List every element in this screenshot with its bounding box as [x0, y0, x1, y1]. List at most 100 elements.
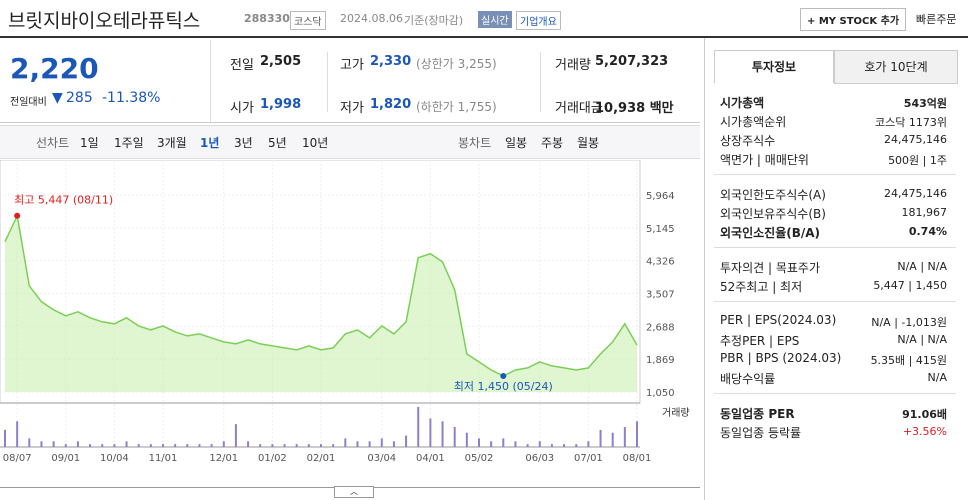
volume-bar: [392, 441, 395, 447]
company-dropdown[interactable]: 기업개요: [516, 11, 561, 30]
volume-bar: [16, 421, 19, 447]
mystock-button[interactable]: + MY STOCK 추가: [800, 8, 907, 31]
info-value: N/A | N/A: [897, 260, 947, 273]
candle-tab[interactable]: 일봉: [505, 136, 528, 150]
info-label: 배당수익률: [720, 372, 776, 386]
volume-bar: [186, 444, 189, 447]
volume-bar: [514, 441, 517, 447]
volume-bar: [441, 421, 444, 447]
summary-value: 2,505: [260, 54, 302, 69]
volume-bar: [356, 441, 359, 447]
info-separator: [714, 174, 956, 175]
info-label: 동일업종 PER: [720, 407, 795, 421]
volume-bar: [307, 444, 310, 447]
volume-bar: [453, 427, 456, 447]
info-value: N/A | N/A: [897, 333, 947, 346]
period-tab[interactable]: 5년: [268, 136, 287, 150]
y-tick-label: 1,869: [646, 355, 675, 366]
y-tick-label: 2,688: [646, 322, 675, 333]
volume-bar: [538, 441, 541, 447]
info-separator: [714, 393, 956, 394]
collapse-button[interactable]: ︿: [334, 486, 374, 498]
divider: [540, 52, 541, 112]
info-value: 543억원: [903, 97, 947, 110]
x-tick-label: 01/02: [258, 453, 287, 464]
tab-label: 선차트: [36, 136, 70, 150]
volume-bar: [526, 444, 529, 447]
realtime-button[interactable]: 실시간: [478, 11, 512, 28]
info-value: 500원 | 1주: [888, 154, 947, 167]
period-tab[interactable]: 1주일: [114, 136, 144, 150]
volume-bar: [4, 429, 6, 447]
summary-label: 저가: [340, 101, 364, 116]
candle-tab[interactable]: 주봉: [541, 136, 564, 150]
volume-bar: [89, 444, 92, 447]
info-separator: [714, 247, 956, 248]
x-tick-label: 05/02: [465, 453, 494, 464]
volume-bar: [478, 438, 480, 447]
info-label: 시가총액순위: [720, 115, 787, 129]
volume-bar: [247, 441, 250, 447]
market-badge: 코스닥: [290, 11, 326, 30]
x-tick-label: 08/01: [623, 453, 652, 464]
volume-bar: [368, 441, 371, 447]
info-value: N/A | -1,013원: [871, 316, 947, 329]
info-value: 24,475,146: [884, 187, 947, 200]
x-tick-label: 03/04: [367, 453, 396, 464]
volume-bar: [490, 441, 493, 447]
side-tab[interactable]: 호가 10단계: [834, 50, 958, 84]
summary-label: 시가: [230, 101, 254, 116]
x-tick-label: 02/01: [307, 453, 336, 464]
info-label: 액면가 | 매매단위: [720, 153, 809, 167]
info-value: +3.56%: [902, 425, 947, 438]
volume-bar: [429, 418, 432, 447]
period-tab[interactable]: 10년: [302, 136, 329, 150]
volume-bar: [125, 441, 128, 447]
tab-label: 봉차트: [458, 136, 492, 150]
volume-bar: [174, 444, 177, 447]
volume-bar: [380, 438, 383, 447]
info-value: 24,475,146: [884, 133, 947, 146]
period-tab[interactable]: 3개월: [157, 136, 187, 150]
period-tab[interactable]: 1년: [200, 136, 220, 150]
extreme-label: 최저 1,450 (05/24): [454, 380, 553, 393]
x-tick-label: 07/01: [574, 453, 603, 464]
summary-value: 1,820: [370, 97, 412, 112]
info-label: 52주최고 | 최저: [720, 280, 803, 294]
summary-note: (상한가 3,255): [416, 57, 497, 71]
x-tick-label: 11/01: [149, 453, 178, 464]
change-pct: -11.38%: [102, 90, 161, 106]
volume-bar: [64, 444, 67, 447]
y-tick-label: 4,326: [646, 257, 675, 268]
volume-bar: [40, 441, 43, 447]
info-label: 동일업종 등락률: [720, 426, 802, 440]
volume-bar: [405, 435, 408, 447]
summary-label: 거래대금: [555, 101, 603, 116]
divider: [210, 40, 211, 122]
candle-tab[interactable]: 월봉: [577, 136, 600, 150]
chart: 1,050 1,869 2,688 3,507 4,326 5,145 5,964 08/07…: [0, 160, 690, 464]
x-tick-label: 12/01: [209, 453, 238, 464]
x-tick-label: 09/01: [51, 453, 80, 464]
y-tick-label: 5,964: [646, 191, 675, 202]
quick-order[interactable]: 빠른주문: [916, 13, 957, 26]
volume-bar: [563, 444, 566, 447]
x-tick-label: 04/01: [416, 453, 445, 464]
volume-bar: [465, 432, 468, 447]
period-tab[interactable]: 1일: [80, 136, 99, 150]
info-value: 코스닥 1173위: [875, 116, 947, 129]
volume-bar: [599, 429, 602, 447]
volume-bar: [222, 441, 225, 447]
divider: [327, 52, 328, 112]
period-tab[interactable]: 3년: [234, 136, 253, 150]
volume-bar: [210, 444, 213, 447]
info-value: 0.74%: [908, 225, 947, 238]
volume-bar: [623, 427, 626, 447]
volume-bar: [636, 421, 638, 447]
volume-bar: [113, 444, 116, 447]
info-value: 91.06배: [902, 408, 947, 421]
basis: 기준(장마감): [404, 14, 464, 27]
side-tab-active[interactable]: 투자정보: [714, 50, 834, 83]
volume-bar: [417, 407, 420, 447]
